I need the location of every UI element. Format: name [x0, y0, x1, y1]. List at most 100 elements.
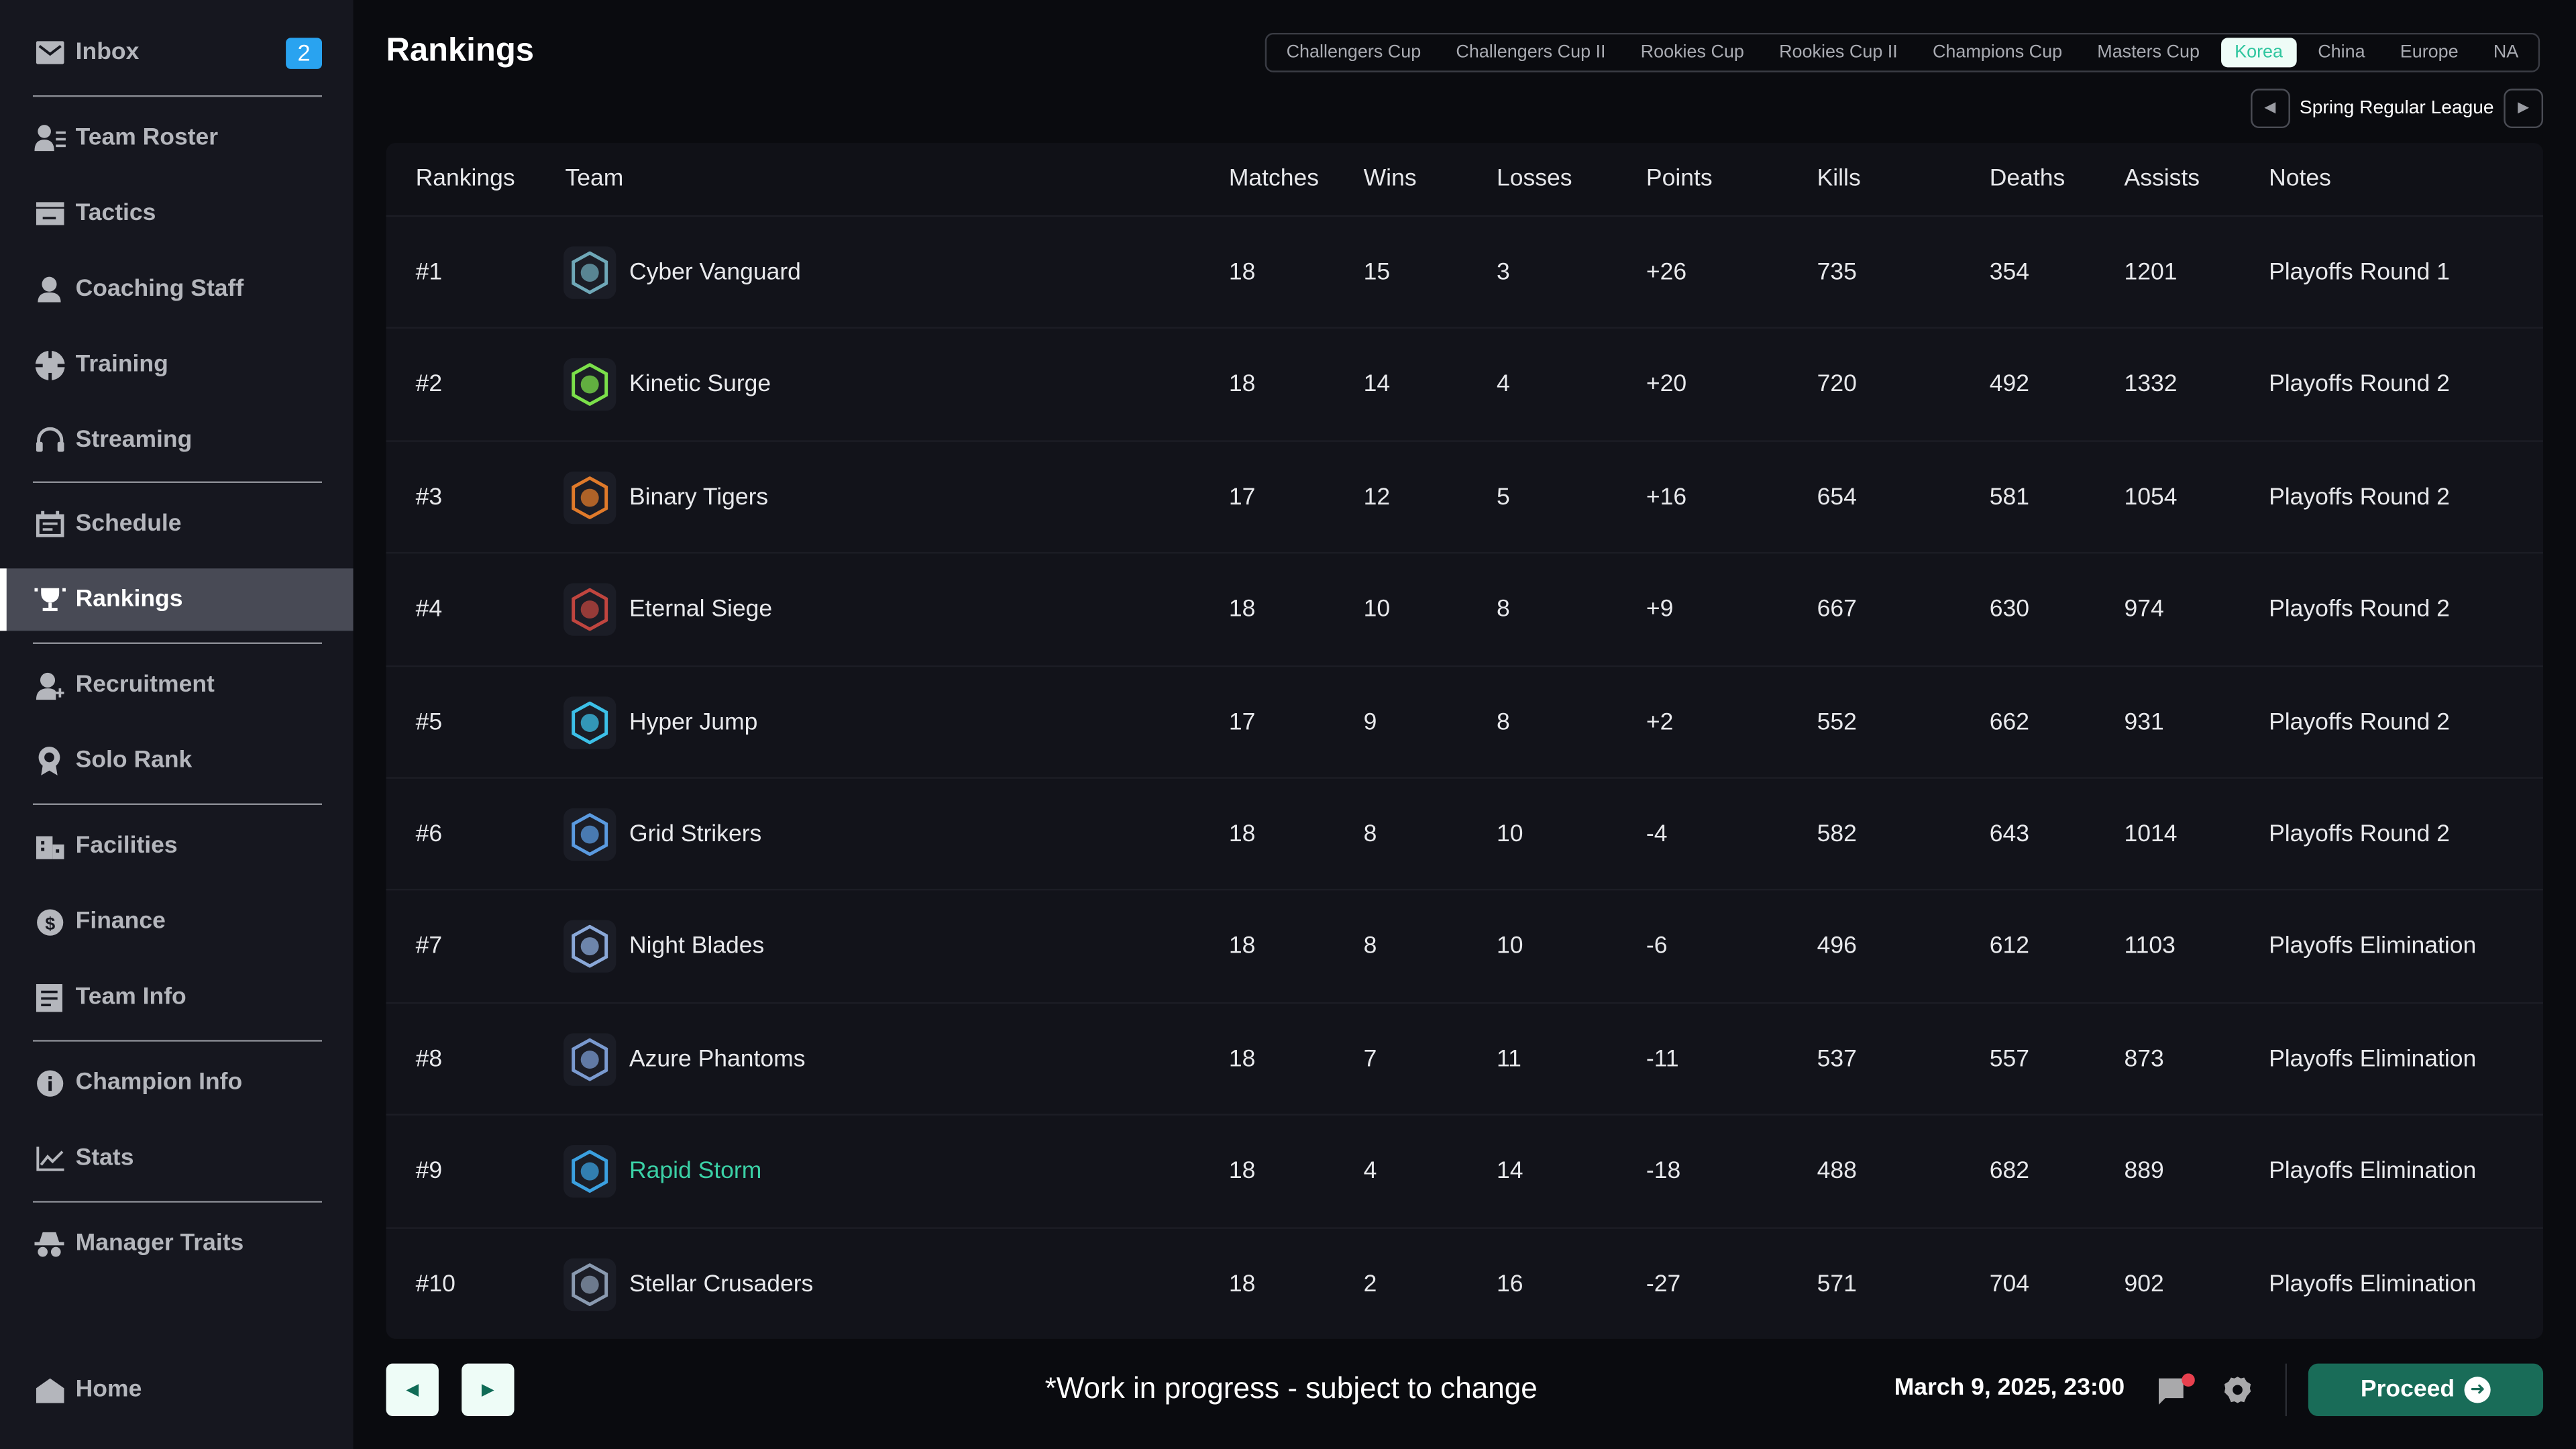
- team-name[interactable]: Stellar Crusaders: [629, 1271, 814, 1297]
- tab-europe[interactable]: Europe: [2400, 42, 2459, 63]
- column-header-points[interactable]: Points: [1646, 166, 1713, 193]
- next-page-button[interactable]: ▶: [462, 1363, 515, 1417]
- table-row[interactable]: #1 Cyber Vanguard 18 15 3 +26 735 354 1201 Playof…: [386, 215, 2544, 329]
- cell-kills: 582: [1817, 821, 1857, 848]
- sidebar: Inbox 2 Team Roster Tactics Coaching Staff…: [0, 0, 354, 1449]
- sidebar-item-streaming[interactable]: Streaming: [0, 409, 354, 472]
- sidebar-item-rankings[interactable]: Rankings: [0, 568, 354, 631]
- tab-rookies-cup-ii[interactable]: Rookies Cup II: [1779, 42, 1898, 63]
- table-row[interactable]: #10 Stellar Crusaders 18 2 16 -27 571 704 902 Pla…: [386, 1226, 2544, 1339]
- column-header-wins[interactable]: Wins: [1363, 166, 1417, 193]
- team-logo: [564, 1257, 616, 1311]
- cell-kills: 667: [1817, 596, 1857, 623]
- column-header-losses[interactable]: Losses: [1497, 166, 1572, 193]
- team-name[interactable]: Kinetic Surge: [629, 372, 771, 398]
- cell-kills: 654: [1817, 484, 1857, 511]
- cell-points: +26: [1646, 259, 1687, 286]
- team-name[interactable]: Night Blades: [629, 933, 765, 961]
- team-logo: [564, 471, 616, 524]
- column-header-assists[interactable]: Assists: [2124, 166, 2200, 193]
- column-header-matches[interactable]: Matches: [1228, 166, 1320, 193]
- team-name[interactable]: Binary Tigers: [629, 484, 769, 511]
- column-header-rankings[interactable]: Rankings: [415, 166, 515, 193]
- sidebar-item-solo-rank[interactable]: Solo Rank: [0, 729, 354, 792]
- team-name[interactable]: Grid Strikers: [629, 821, 762, 848]
- messages-button[interactable]: [2158, 1373, 2195, 1414]
- cell-points: -18: [1646, 1159, 1681, 1185]
- cell-losses: 4: [1497, 372, 1510, 398]
- cell-notes: Playoffs Elimination: [2269, 1159, 2477, 1185]
- sidebar-item-stats[interactable]: Stats: [0, 1127, 354, 1189]
- table-row[interactable]: #7 Night Blades 18 8 10 -6 496 612 1103 Playoffs …: [386, 889, 2544, 1003]
- sidebar-item-home[interactable]: Home: [0, 1358, 354, 1421]
- sidebar-item-recruitment[interactable]: Recruitment: [0, 654, 354, 716]
- cell-kills: 496: [1817, 933, 1857, 961]
- trophy-icon: [33, 583, 66, 616]
- tactics-icon: [33, 197, 66, 230]
- cell-assists: 1332: [2124, 372, 2178, 398]
- tab-challengers-cup[interactable]: Challengers Cup: [1286, 42, 1421, 63]
- divider: [32, 481, 323, 484]
- sidebar-item-label: Training: [75, 352, 168, 378]
- tab-na[interactable]: NA: [2493, 42, 2519, 63]
- sidebar-item-coaching-staff[interactable]: Coaching Staff: [0, 258, 354, 320]
- team-name[interactable]: Hyper Jump: [629, 708, 758, 736]
- team-name[interactable]: Rapid Storm: [629, 1159, 762, 1185]
- document-icon: [33, 981, 66, 1014]
- sidebar-item-training[interactable]: Training: [0, 333, 354, 396]
- tab-challengers-cup-ii[interactable]: Challengers Cup II: [1456, 42, 1606, 63]
- table-row[interactable]: #2 Kinetic Surge 18 14 4 +20 720 492 1332 Playoff…: [386, 327, 2544, 441]
- arrow-right-icon: ➜: [2464, 1377, 2491, 1403]
- team-name[interactable]: Eternal Siege: [629, 596, 773, 623]
- cell-matches: 18: [1228, 596, 1256, 623]
- cell-losses: 3: [1497, 259, 1510, 286]
- cell-wins: 14: [1363, 372, 1391, 398]
- team-roster-icon: [33, 121, 66, 154]
- table-row[interactable]: #9 Rapid Storm 18 4 14 -18 488 682 889 Playoffs E…: [386, 1114, 2544, 1228]
- tab-masters-cup[interactable]: Masters Cup: [2097, 42, 2200, 63]
- cell-assists: 931: [2124, 708, 2164, 736]
- cell-wins: 10: [1363, 596, 1391, 623]
- next-season-button[interactable]: ▶: [2504, 88, 2544, 127]
- sidebar-item-finance[interactable]: $ Finance: [0, 890, 354, 953]
- proceed-button[interactable]: Proceed ➜: [2308, 1363, 2544, 1417]
- sidebar-item-tactics[interactable]: Tactics: [0, 182, 354, 245]
- sidebar-item-inbox[interactable]: Inbox 2: [0, 21, 354, 84]
- previous-season-button[interactable]: ◀: [2250, 88, 2290, 127]
- tab-rookies-cup[interactable]: Rookies Cup: [1640, 42, 1744, 63]
- cell-matches: 17: [1228, 708, 1256, 736]
- sidebar-item-facilities[interactable]: Facilities: [0, 815, 354, 877]
- team-logo: [564, 246, 616, 299]
- cell-rankings: #7: [415, 933, 443, 961]
- tab-china[interactable]: China: [2318, 42, 2365, 63]
- team-name[interactable]: Azure Phantoms: [629, 1046, 806, 1073]
- cell-losses: 5: [1497, 484, 1510, 511]
- cell-assists: 974: [2124, 596, 2164, 623]
- table-row[interactable]: #4 Eternal Siege 18 10 8 +9 667 630 974 Playoffs …: [386, 552, 2544, 665]
- team-logo: [564, 358, 616, 412]
- tab-korea[interactable]: Korea: [2221, 38, 2296, 68]
- previous-page-button[interactable]: ◀: [386, 1363, 439, 1417]
- svg-text:$: $: [44, 913, 54, 933]
- settings-button[interactable]: [2222, 1375, 2252, 1413]
- sidebar-item-label: Coaching Staff: [75, 276, 244, 303]
- team-name[interactable]: Cyber Vanguard: [629, 259, 801, 286]
- sidebar-item-team-roster[interactable]: Team Roster: [0, 107, 354, 169]
- table-row[interactable]: #8 Azure Phantoms 18 7 11 -11 537 557 873 Playoff…: [386, 1002, 2544, 1115]
- rankings-table: Rankings Team Matches Wins Losses Points Kills…: [386, 143, 2544, 1339]
- sidebar-item-team-info[interactable]: Team Info: [0, 966, 354, 1028]
- table-row[interactable]: #3 Binary Tigers 17 12 5 +16 654 581 1054 Playoff…: [386, 439, 2544, 553]
- column-header-notes[interactable]: Notes: [2269, 166, 2331, 193]
- table-row[interactable]: #6 Grid Strikers 18 8 10 -4 582 643 1014 Playoffs…: [386, 777, 2544, 890]
- column-header-team[interactable]: Team: [565, 166, 624, 193]
- tab-champions-cup[interactable]: Champions Cup: [1932, 42, 2063, 63]
- table-row[interactable]: #5 Hyper Jump 17 9 8 +2 552 662 931 Playoffs Roun…: [386, 664, 2544, 778]
- sidebar-item-schedule[interactable]: Schedule: [0, 493, 354, 555]
- cell-rankings: #8: [415, 1046, 443, 1073]
- sidebar-item-manager-traits[interactable]: Manager Traits: [0, 1212, 354, 1275]
- column-header-deaths[interactable]: Deaths: [1989, 166, 2065, 193]
- column-header-kills[interactable]: Kills: [1817, 166, 1861, 193]
- cell-losses: 8: [1497, 708, 1510, 736]
- sidebar-item-champion-info[interactable]: Champion Info: [0, 1051, 354, 1114]
- cell-assists: 1103: [2124, 933, 2176, 961]
